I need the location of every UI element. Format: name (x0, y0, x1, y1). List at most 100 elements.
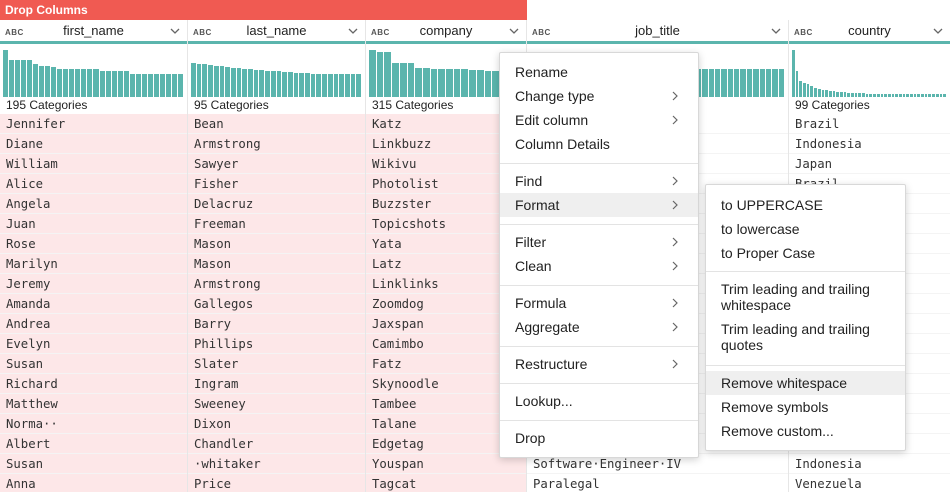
table-cell[interactable]: Edgetag (366, 434, 526, 454)
histogram-bar[interactable] (356, 73, 362, 97)
histogram[interactable] (188, 44, 365, 97)
histogram-bar[interactable] (129, 73, 135, 97)
menu-item-restructure[interactable]: Restructure (500, 355, 698, 373)
menu-item-formula[interactable]: Formula (500, 294, 698, 312)
histogram-bar[interactable] (832, 91, 836, 97)
column-header[interactable]: ABC first_name (0, 20, 187, 44)
histogram-bar[interactable] (287, 72, 293, 97)
table-cell[interactable]: Gallegos (188, 294, 365, 314)
table-cell[interactable]: Price (188, 474, 365, 492)
histogram-bar[interactable] (191, 63, 196, 97)
column-last-name[interactable]: ABC last_name 95 Categories Bean Armstron… (188, 20, 366, 492)
table-cell[interactable]: Phillips (188, 334, 365, 354)
table-cell[interactable]: Chandler (188, 434, 365, 454)
table-cell[interactable]: Katz (366, 114, 526, 134)
histogram-bar[interactable] (943, 94, 946, 97)
submenu-item-remove-symbols[interactable]: Remove symbols (706, 398, 905, 416)
menu-item-column-details[interactable]: Column Details (500, 135, 698, 153)
submenu-item-lowercase[interactable]: to lowercase (706, 220, 905, 238)
table-cell[interactable]: Ingram (188, 374, 365, 394)
histogram-bar[interactable] (430, 68, 438, 97)
histogram-bar[interactable] (350, 73, 356, 97)
submenu-item-trim-quotes[interactable]: Trim leading and trailing quotes (706, 321, 905, 353)
histogram-bar[interactable] (810, 85, 814, 97)
histogram-bar[interactable] (81, 68, 87, 97)
table-cell[interactable]: Talane (366, 414, 526, 434)
histogram-bar[interactable] (105, 71, 111, 97)
histogram-bar[interactable] (276, 71, 282, 97)
histogram-bar[interactable] (765, 68, 772, 97)
histogram-bar[interactable] (734, 68, 740, 97)
histogram-bar[interactable] (880, 94, 884, 97)
table-cell[interactable]: Indonesia (789, 134, 950, 154)
table-cell[interactable]: Richard (0, 374, 187, 394)
chevron-down-icon[interactable] (931, 24, 945, 38)
table-cell[interactable]: Marilyn (0, 254, 187, 274)
histogram-bar[interactable] (384, 52, 392, 97)
histogram-bar[interactable] (469, 69, 476, 97)
histogram-bar[interactable] (213, 65, 219, 97)
table-cell[interactable]: Japan (789, 154, 950, 174)
table-cell[interactable]: Buzzster (366, 194, 526, 214)
table-cell[interactable]: Diane (0, 134, 187, 154)
table-cell[interactable]: Jeremy (0, 274, 187, 294)
table-cell[interactable]: Norma·· (0, 414, 187, 434)
table-cell[interactable]: ·whitaker (188, 454, 365, 474)
table-cell[interactable]: Linkbuzz (366, 134, 526, 154)
histogram-bar[interactable] (898, 94, 902, 97)
histogram-bar[interactable] (902, 94, 906, 97)
table-cell[interactable]: Susan (0, 354, 187, 374)
submenu-item-proper-case[interactable]: to Proper Case (706, 244, 905, 262)
histogram-bar[interactable] (721, 68, 727, 97)
histogram-bar[interactable] (265, 70, 270, 97)
histogram-bar[interactable] (75, 68, 81, 97)
histogram-bar[interactable] (935, 94, 939, 97)
table-cell[interactable]: Albert (0, 434, 187, 454)
histogram-bar[interactable] (921, 94, 924, 97)
histogram-bar[interactable] (814, 87, 817, 97)
histogram-bar[interactable] (57, 68, 63, 97)
histogram-bar[interactable] (847, 92, 850, 97)
histogram-bar[interactable] (293, 72, 299, 97)
histogram-bar[interactable] (322, 73, 327, 97)
menu-item-find[interactable]: Find (500, 172, 698, 190)
histogram-bar[interactable] (344, 73, 350, 97)
histogram-bar[interactable] (928, 94, 932, 97)
chevron-down-icon[interactable] (507, 24, 521, 38)
table-cell[interactable]: Venezuela (789, 474, 950, 492)
histogram-bar[interactable] (27, 59, 33, 97)
table-cell[interactable]: Andrea (0, 314, 187, 334)
histogram-bar[interactable] (399, 63, 407, 97)
histogram-bar[interactable] (806, 84, 810, 97)
histogram-bar[interactable] (939, 94, 943, 97)
chevron-down-icon[interactable] (168, 24, 182, 38)
table-cell[interactable]: Armstrong (188, 274, 365, 294)
menu-item-filter[interactable]: Filter (500, 233, 698, 251)
histogram-bar[interactable] (836, 91, 839, 97)
table-cell[interactable]: Tagcat (366, 474, 526, 492)
menu-item-drop[interactable]: Drop (500, 429, 698, 447)
histogram-bar[interactable] (171, 73, 177, 97)
histogram-bar[interactable] (135, 73, 141, 97)
table-cell[interactable]: Jaxspan (366, 314, 526, 334)
histogram-bar[interactable] (21, 59, 27, 97)
histogram-bar[interactable] (376, 52, 384, 97)
histogram-bar[interactable] (803, 82, 806, 97)
menu-item-format[interactable]: Format (500, 193, 698, 217)
histogram-bar[interactable] (196, 64, 202, 97)
histogram-bar[interactable] (453, 68, 461, 97)
histogram-bar[interactable] (316, 73, 322, 97)
column-header[interactable]: ABC company (366, 20, 526, 44)
histogram-bar[interactable] (33, 64, 39, 97)
histogram-bar[interactable] (15, 59, 21, 97)
histogram[interactable] (0, 44, 187, 97)
histogram-bar[interactable] (39, 65, 45, 97)
histogram-bar[interactable] (422, 67, 430, 97)
table-cell[interactable]: Sawyer (188, 154, 365, 174)
histogram-bar[interactable] (248, 68, 253, 97)
histogram-bar[interactable] (759, 68, 765, 97)
chevron-down-icon[interactable] (346, 24, 360, 38)
table-cell[interactable]: Brazil (789, 114, 950, 134)
histogram-bar[interactable] (778, 68, 784, 97)
menu-item-clean[interactable]: Clean (500, 257, 698, 275)
